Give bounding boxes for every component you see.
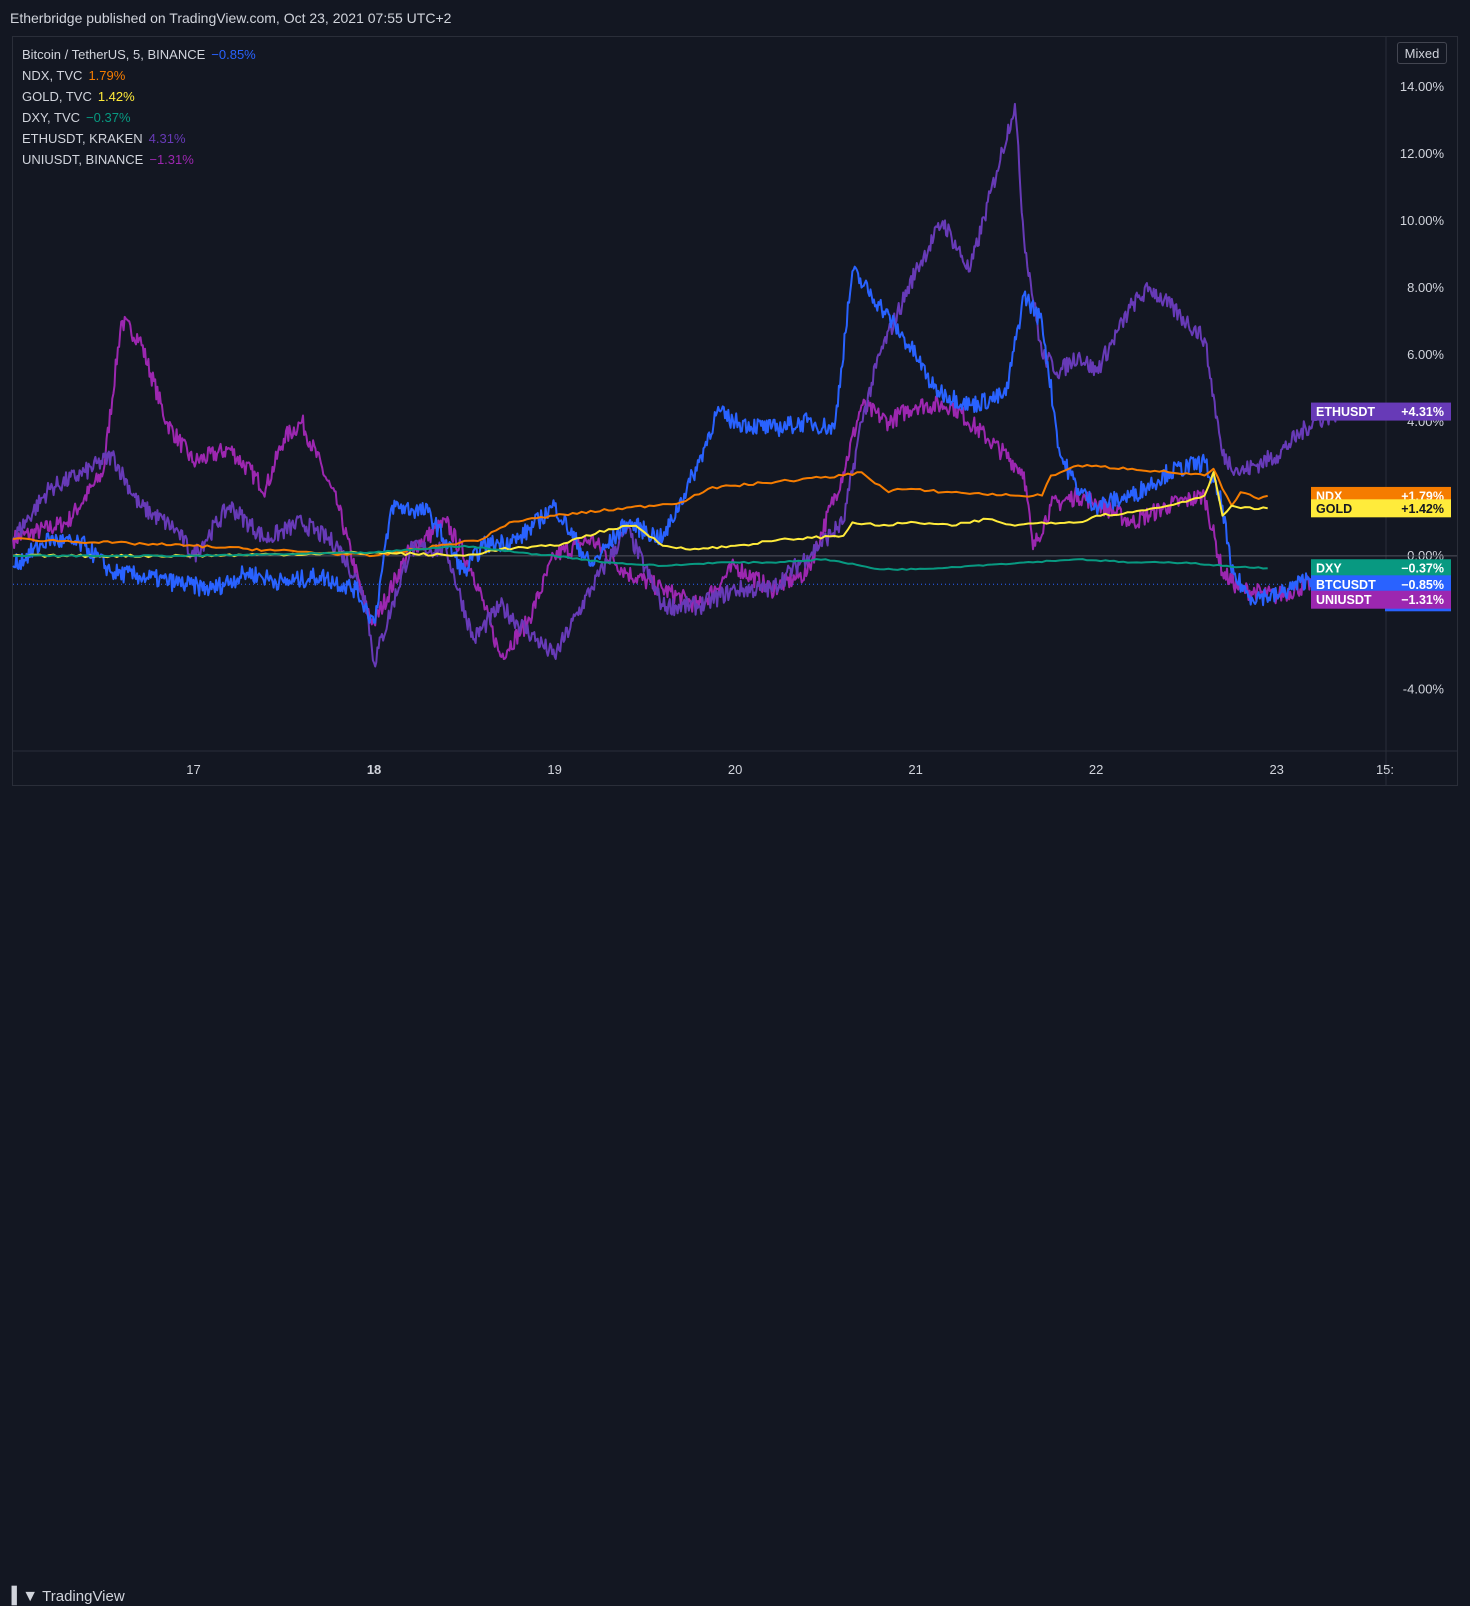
y-axis[interactable]: 14.00%12.00%10.00%8.00%6.00%4.00%0.00%-4…: [1385, 37, 1445, 785]
x-tick-label: 17: [186, 762, 200, 777]
x-tick-label: 18: [367, 762, 381, 777]
legend-value: 1.42%: [97, 89, 135, 104]
price-tag-value: +1.42%: [1401, 502, 1444, 516]
y-tick-label: 14.00%: [1400, 79, 1445, 94]
series-line-ndx: [12, 464, 1268, 558]
legend-row-btcusdt[interactable]: Bitcoin / TetherUS, 5, BINANCE −0.85%: [22, 44, 256, 65]
price-tag-value: −1.31%: [1401, 593, 1444, 607]
legend-name: NDX, TVC: [22, 68, 83, 83]
price-tag-value: −0.37%: [1401, 562, 1444, 576]
y-tick-label: 10.00%: [1400, 213, 1445, 228]
legend-value: 1.79%: [88, 68, 126, 83]
price-tag-label: BTCUSDT: [1316, 578, 1376, 592]
footer: ▍▼ TradingView: [0, 790, 1470, 1606]
legend-name: UNIUSDT, BINANCE: [22, 152, 144, 167]
price-tag-label: GOLD: [1316, 502, 1352, 516]
price-tag-bg: [1311, 590, 1451, 609]
x-tick-label: 19: [547, 762, 561, 777]
series-line-dxy: [12, 544, 1268, 571]
series-line-uniusdt: [12, 315, 1341, 660]
publish-attribution: Etherbridge published on TradingView.com…: [10, 10, 452, 26]
price-tag-gold: GOLD +1.42%: [1311, 499, 1451, 518]
legend-value: 4.31%: [148, 131, 186, 146]
price-tag-label: UNIUSDT: [1316, 593, 1372, 607]
footer-brand: TradingView: [42, 1587, 125, 1605]
series-lines: [12, 102, 1457, 668]
legend: Bitcoin / TetherUS, 5, BINANCE −0.85% NDX…: [22, 44, 256, 170]
legend-row-ethusdt[interactable]: ETHUSDT, KRAKEN 4.31%: [22, 128, 256, 149]
y-tick-label: 8.00%: [1407, 280, 1444, 295]
legend-name: ETHUSDT, KRAKEN: [22, 131, 143, 146]
y-tick-label: 6.00%: [1407, 347, 1444, 362]
x-tick-label: 23: [1269, 762, 1283, 777]
legend-value: −1.31%: [149, 152, 194, 167]
legend-name: DXY, TVC: [22, 110, 81, 125]
x-tick-label: 15:: [1376, 762, 1394, 777]
tradingview-logo-icon: ▍▼: [12, 1588, 38, 1605]
price-tag-bg: [1311, 499, 1451, 518]
x-tick-label: 21: [908, 762, 922, 777]
series-line-btcusdt: [12, 265, 1341, 624]
price-tag-label: ETHUSDT: [1316, 405, 1375, 419]
y-tick-label: -4.00%: [1403, 682, 1445, 697]
tradingview-logo[interactable]: ▍▼ TradingView: [12, 1586, 125, 1606]
legend-name: GOLD, TVC: [22, 89, 92, 104]
price-tag-label: DXY: [1316, 562, 1342, 576]
price-tag-bg: [1311, 575, 1451, 594]
price-tag-ethusdt: ETHUSDT +4.31%: [1311, 402, 1451, 421]
x-tick-label: 22: [1089, 762, 1103, 777]
legend-value: −0.37%: [86, 110, 131, 125]
price-tag-value: +4.31%: [1401, 405, 1444, 419]
price-tag-bg: [1311, 559, 1451, 578]
price-tag-dxy: DXY −0.37%: [1311, 559, 1451, 578]
x-tick-label: 20: [728, 762, 742, 777]
price-tag-bg: [1311, 402, 1451, 421]
price-tag-value: −0.85%: [1401, 578, 1444, 592]
legend-row-dxy[interactable]: DXY, TVC −0.37%: [22, 107, 256, 128]
legend-row-gold[interactable]: GOLD, TVC 1.42%: [22, 86, 256, 107]
x-axis[interactable]: 17 18 19 20 21 22 23 15:: [13, 750, 1457, 777]
legend-row-uniusdt[interactable]: UNIUSDT, BINANCE −1.31%: [22, 149, 256, 170]
price-tag-uniusdt: UNIUSDT −1.31%: [1311, 590, 1451, 609]
legend-row-ndx[interactable]: NDX, TVC 1.79%: [22, 65, 256, 86]
series-line-ethusdt: [12, 102, 1341, 668]
chart-canvas[interactable]: 14.00%12.00%10.00%8.00%6.00%4.00%0.00%-4…: [0, 0, 1470, 790]
chart-frame[interactable]: [12, 36, 1458, 786]
top-bar: Etherbridge published on TradingView.com…: [0, 0, 1470, 36]
price-tags: ETHUSDT +4.31%NDX +1.79%GOLD +1.42%DXY −0.37…: [1311, 402, 1451, 612]
legend-name: Bitcoin / TetherUS, 5, BINANCE: [22, 47, 206, 62]
scale-mode-button[interactable]: Mixed: [1397, 42, 1447, 64]
y-tick-label: 12.00%: [1400, 146, 1445, 161]
legend-value: −0.85%: [211, 47, 256, 62]
